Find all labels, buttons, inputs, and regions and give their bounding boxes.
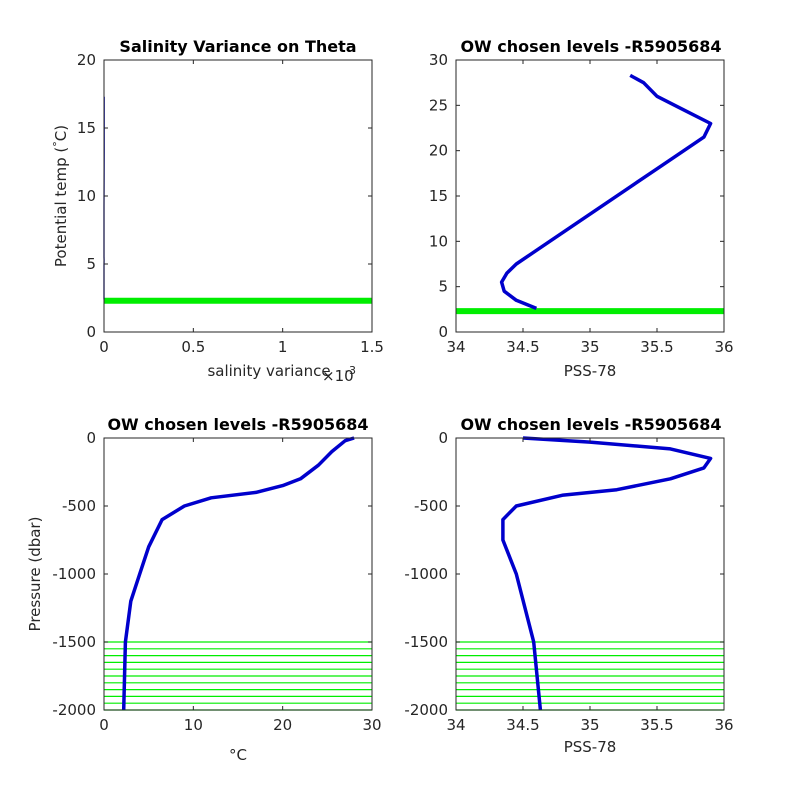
panel-1-title: Salinity Variance on Theta [119, 37, 356, 56]
x-tick-label: 34.5 [506, 716, 539, 734]
x-tick-label: 0.5 [181, 338, 205, 356]
y-tick-label: 0 [86, 429, 96, 447]
panel-3-xlabel: °C [229, 746, 247, 764]
panel-2-axes-box [455, 59, 725, 333]
y-tick-label: 15 [429, 187, 448, 205]
y-tick-label: 20 [77, 51, 96, 69]
x-tick-label: 34.5 [506, 338, 539, 356]
x-tick-label: 35 [580, 716, 599, 734]
y-tick-label: 15 [77, 119, 96, 137]
panel-4-ticks: 34 34.5 35 35.5 36 -2000 -1500 -1000 -500 0 [404, 429, 733, 734]
profile-line [501, 436, 713, 711]
x-tick-label: 36 [714, 338, 733, 356]
y-tick-label: -1500 [404, 633, 448, 651]
y-tick-label: 0 [86, 323, 96, 341]
y-tick-label: -1000 [52, 565, 96, 583]
panel-1-xlabel: salinity variance [207, 362, 330, 380]
x-tick-label: 35.5 [640, 716, 673, 734]
y-tick-label: 5 [438, 278, 448, 296]
panel-3-ylabel: Pressure (dbar) [26, 517, 44, 632]
panel-salinity-theta: OW chosen levels -R5905684 34 34.5 35 35.5 3… [429, 37, 734, 380]
ylabel-text: Potential temp ( [52, 147, 70, 267]
panel-3-ticks: 0 10 20 30 -2000 -1500 -1000 -500 0 [52, 429, 381, 734]
y-tick-label: -500 [414, 497, 448, 515]
y-tick-label: -2000 [52, 701, 96, 719]
panel-2-title: OW chosen levels -R5905684 [460, 37, 721, 56]
panel-3-plot-area [104, 436, 372, 711]
x-tick-label: 34 [446, 338, 465, 356]
y-tick-label: 0 [438, 323, 448, 341]
y-tick-label: 10 [429, 232, 448, 250]
y-tick-label: 5 [86, 255, 96, 273]
x-tick-label: 20 [273, 716, 292, 734]
y-tick-label: 10 [77, 187, 96, 205]
x-tick-label: 35.5 [640, 338, 673, 356]
x-tick-label: 30 [362, 716, 381, 734]
panel-1-axes-box [103, 59, 373, 333]
panel-3-title: OW chosen levels -R5905684 [107, 415, 368, 434]
x-tick-label: 0 [99, 338, 109, 356]
ylabel-degree: ° [51, 141, 64, 147]
x-exponent-base: ×10 [322, 367, 354, 385]
panel-salinity-variance: Salinity Variance on Theta 0 0.5 1 1.5 0 5 10 1… [51, 37, 384, 385]
y-tick-label: -2000 [404, 701, 448, 719]
panel-2-xlabel: PSS-78 [564, 362, 617, 380]
y-tick-label: -1500 [52, 633, 96, 651]
x-tick-label: 0 [99, 716, 109, 734]
panel-1-ylabel: Potential temp (°C) [51, 125, 70, 267]
x-tick-label: 34 [446, 716, 465, 734]
profile-line [121, 436, 355, 711]
x-exponent-power: -3 [345, 364, 356, 377]
panel-1-x-exponent: ×10 -3 [322, 364, 356, 385]
y-tick-label: 0 [438, 429, 448, 447]
panel-4-xlabel: PSS-78 [564, 738, 617, 756]
panel-4-title: OW chosen levels -R5905684 [460, 415, 721, 434]
panel-temperature-pressure: OW chosen levels -R5905684 0 10 20 30 -2000 -… [26, 415, 382, 764]
y-tick-label: -1000 [404, 565, 448, 583]
panel-1-plot-area [103, 96, 372, 304]
y-tick-label: 20 [429, 142, 448, 160]
x-tick-label: 1.5 [360, 338, 384, 356]
panel-2-ticks: 34 34.5 35 35.5 36 0 5 10 15 20 25 30 [429, 51, 734, 356]
x-tick-label: 10 [184, 716, 203, 734]
y-tick-label: -500 [62, 497, 96, 515]
panel-1-ticks: 0 0.5 1 1.5 0 5 10 15 20 [77, 51, 384, 356]
ylabel-unit: C) [52, 125, 70, 141]
x-tick-label: 36 [714, 716, 733, 734]
panel-4-plot-area [456, 436, 724, 711]
panel-salinity-pressure: OW chosen levels -R5905684 34 34.5 35 35.5 3… [404, 415, 733, 756]
x-tick-label: 35 [580, 338, 599, 356]
panel-2-plot-area [456, 73, 724, 315]
y-tick-label: 25 [429, 96, 448, 114]
x-tick-label: 1 [278, 338, 288, 356]
profile-line [499, 73, 713, 311]
y-tick-label: 30 [429, 51, 448, 69]
